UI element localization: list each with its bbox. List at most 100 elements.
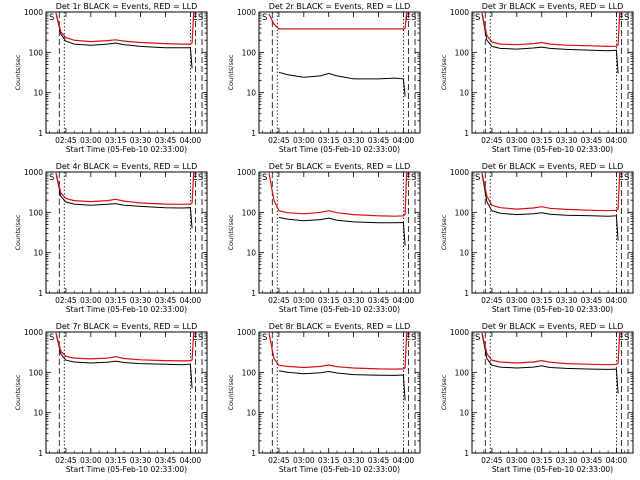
detector-panel: Det 4r BLACK = Events, RED = LLD 1 10 100 10…	[14, 162, 208, 314]
detector-panel: Det 2r BLACK = Events, RED = LLD 1 10 100 10…	[227, 2, 421, 154]
panel-title: Det 4r BLACK = Events, RED = LLD	[56, 162, 198, 171]
interval-marker: E	[192, 173, 197, 183]
y-axis-label: Counts/sec	[14, 374, 22, 410]
y-axis-label: Counts/sec	[227, 54, 235, 90]
x-axis-label: Start Time (05-Feb-10 02:33:00)	[66, 305, 187, 314]
lld-series-line	[481, 171, 621, 212]
y-tick-label: 10	[246, 249, 256, 258]
x-tick-label: 02:45	[481, 456, 503, 465]
y-tick-label: 1000	[450, 328, 469, 337]
interval-marker: S	[198, 173, 203, 183]
interval-marker: S	[475, 173, 480, 183]
y-tick-label: 1	[38, 289, 43, 298]
y-tick-label: 1	[38, 129, 43, 138]
detector-panel: Det 5r BLACK = Events, RED = LLD 1 10 100 10…	[227, 162, 421, 314]
x-axis-label: Start Time (05-Feb-10 02:33:00)	[66, 145, 187, 154]
y-tick-label: 100	[29, 368, 44, 377]
x-axis-label: Start Time (05-Feb-10 02:33:00)	[279, 305, 400, 314]
y-axis-label: Counts/sec	[227, 374, 235, 410]
x-tick-label: 02:45	[268, 136, 290, 145]
events-series-line	[55, 173, 193, 229]
detector-panel: Det 6r BLACK = Events, RED = LLD 1 10 100 10…	[440, 162, 634, 314]
x-tick-label: 04:00	[393, 136, 415, 145]
plot-frame	[258, 171, 421, 294]
y-tick-label: 1	[464, 449, 469, 458]
x-tick-label: 03:30	[130, 456, 152, 465]
panel-title: Det 9r BLACK = Events, RED = LLD	[482, 322, 624, 331]
interval-marker: S	[411, 13, 416, 23]
y-axis-label: Counts/sec	[227, 214, 235, 250]
x-tick-label: 03:45	[155, 136, 177, 145]
interval-marker: S	[411, 333, 416, 343]
y-tick-label: 1	[251, 289, 256, 298]
events-series-line	[278, 71, 406, 97]
interval-marker: S	[624, 13, 629, 23]
lld-series-line	[268, 331, 408, 370]
y-tick-label: 10	[459, 409, 469, 418]
plot-frame	[45, 331, 208, 454]
interval-marker: S	[198, 333, 203, 343]
interval-marker: S	[624, 173, 629, 183]
events-series-line	[55, 13, 193, 69]
y-tick-label: 100	[242, 208, 257, 217]
x-tick-label: 03:15	[105, 456, 127, 465]
interval-marker: S	[198, 13, 203, 23]
x-tick-label: 03:00	[80, 296, 102, 305]
y-tick-label: 1	[251, 449, 256, 458]
y-tick-label: 10	[459, 89, 469, 98]
y-tick-label: 1000	[450, 8, 469, 17]
x-tick-label: 03:15	[105, 136, 127, 145]
y-axis-label: Counts/sec	[440, 54, 448, 90]
y-tick-label: 10	[246, 409, 256, 418]
events-series-line	[481, 13, 619, 74]
x-tick-label: 03:00	[506, 456, 528, 465]
x-tick-label: 03:30	[556, 296, 578, 305]
plot-frame	[258, 331, 421, 454]
x-tick-label: 03:15	[531, 136, 553, 145]
plot-frame	[45, 11, 208, 134]
y-axis-label: Counts/sec	[440, 214, 448, 250]
x-tick-label: 03:30	[130, 136, 152, 145]
x-tick-label: 03:15	[105, 296, 127, 305]
y-tick-label: 1	[464, 289, 469, 298]
x-axis-label: Start Time (05-Feb-10 02:33:00)	[279, 465, 400, 474]
y-tick-label: 1000	[24, 8, 43, 17]
lld-series-line	[481, 331, 621, 366]
x-tick-label: 03:30	[556, 456, 578, 465]
lld-series-line	[268, 171, 408, 217]
events-series-line	[278, 370, 406, 401]
interval-marker: S	[624, 333, 629, 343]
x-tick-label: 04:00	[180, 296, 202, 305]
x-axis-label: Start Time (05-Feb-10 02:33:00)	[492, 465, 613, 474]
x-tick-label: 03:15	[318, 296, 340, 305]
detector-panel: Det 8r BLACK = Events, RED = LLD 1 10 100 10…	[227, 322, 421, 474]
y-tick-label: 1	[464, 129, 469, 138]
x-tick-label: 03:45	[581, 296, 603, 305]
x-tick-label: 04:00	[180, 456, 202, 465]
plot-frame	[471, 331, 634, 454]
x-tick-label: 03:00	[293, 296, 315, 305]
x-tick-label: 03:30	[130, 296, 152, 305]
x-tick-label: 02:45	[55, 136, 77, 145]
y-tick-label: 1000	[24, 168, 43, 177]
interval-marker: E	[192, 13, 197, 23]
interval-marker: S	[411, 173, 416, 183]
y-tick-label: 1000	[24, 328, 43, 337]
x-tick-label: 04:00	[606, 296, 628, 305]
y-tick-label: 100	[455, 48, 470, 57]
panel-title: Det 5r BLACK = Events, RED = LLD	[269, 162, 411, 171]
panel-title: Det 2r BLACK = Events, RED = LLD	[269, 2, 411, 11]
x-tick-label: 02:45	[55, 456, 77, 465]
events-series-line	[481, 333, 619, 394]
interval-marker: E	[192, 333, 197, 343]
lld-series-line	[481, 11, 621, 48]
y-tick-label: 1000	[237, 168, 256, 177]
x-tick-label: 04:00	[606, 136, 628, 145]
interval-marker: E	[405, 13, 410, 23]
x-axis-label: Start Time (05-Feb-10 02:33:00)	[492, 145, 613, 154]
x-tick-label: 03:45	[368, 136, 390, 145]
x-axis-label: Start Time (05-Feb-10 02:33:00)	[279, 145, 400, 154]
x-tick-label: 02:45	[481, 136, 503, 145]
interval-marker: S	[475, 13, 480, 23]
